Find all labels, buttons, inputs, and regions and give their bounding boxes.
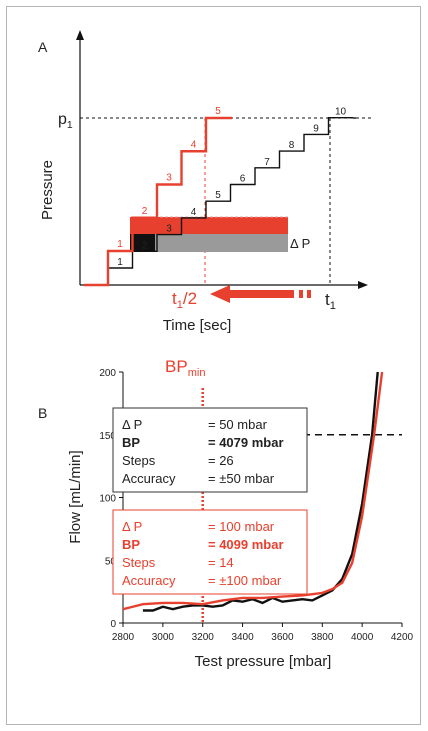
panel-a-red-step-label: 4 xyxy=(191,139,197,150)
panel-b-box-black-value: = 26 xyxy=(208,453,234,468)
panel-a-ylabel: Pressure xyxy=(39,160,56,220)
panel-b-x-tick-label: 4200 xyxy=(391,632,414,643)
panel-a-delta-red-bar xyxy=(130,217,288,234)
panel-b-x-tick-label: 3200 xyxy=(192,632,215,643)
panel-b-y-tick-label: 100 xyxy=(99,494,116,505)
panel-a-black-step-label: 3 xyxy=(166,224,172,235)
panel-a-xlabel: Time [sec] xyxy=(163,317,232,334)
panel-b-x-tick-label: 3000 xyxy=(152,632,175,643)
panel-a-black-staircase xyxy=(107,117,353,285)
panel-b-x-tick-label: 2800 xyxy=(112,632,135,643)
panel-a-arrow-shaft xyxy=(230,290,294,298)
panel-b-box-red-value: = 100 mbar xyxy=(208,519,275,534)
panel-a-black-step-label: 5 xyxy=(215,190,221,201)
panel-a-red-step-label: 1 xyxy=(117,239,123,250)
panel-a-y-arrow xyxy=(76,30,84,40)
panel-a-arrow-dash-2 xyxy=(307,290,311,298)
panel-a-half-label: t1/2 xyxy=(172,289,197,311)
panel-a-delta-dark-bar xyxy=(130,234,155,252)
panel-a-black-step-label: 10 xyxy=(335,107,347,118)
panel-b-box-red-key: Δ P xyxy=(122,519,142,534)
panel-a-red-step-label: 2 xyxy=(142,206,148,217)
panel-a-red-step-label: 5 xyxy=(215,106,221,117)
panel-b-box-black-key: BP xyxy=(122,435,140,450)
panel-b-box-black-value: = ±50 mbar xyxy=(208,471,275,486)
figure-frame xyxy=(6,6,421,725)
panel-a-black-step-label: 4 xyxy=(191,207,197,218)
panel-a-delta-label: Δ P xyxy=(290,236,310,251)
panel-a-black-step-label: 7 xyxy=(264,157,270,168)
panel-a-p1-label: p1 xyxy=(58,111,73,131)
panel-a-arrow-dash-1 xyxy=(299,290,303,298)
panel-b-box-black-key: Accuracy xyxy=(122,471,176,486)
panel-a-red-staircase xyxy=(84,116,232,287)
panel-b-label: B xyxy=(38,405,47,421)
panel-b-box-red-value: = 4099 mbar xyxy=(208,537,284,552)
panel-b-x-tick-label: 3800 xyxy=(311,632,334,643)
panel-a-red-step-label: 3 xyxy=(166,173,172,184)
panel-b-box-black-key: Δ P xyxy=(122,417,142,432)
panel-a-arrow-head xyxy=(210,285,230,303)
panel-b-box-black xyxy=(112,407,308,493)
panel-a-black-step-label: 6 xyxy=(240,174,246,185)
panel-b-box-red-key: Accuracy xyxy=(122,573,176,588)
panel-b-y-tick-label: 0 xyxy=(110,619,116,630)
panel-b-x-tick-label: 3600 xyxy=(271,632,294,643)
panel-b-y-tick-label: 150 xyxy=(99,431,116,442)
panel-b-box-red-value: = 14 xyxy=(208,555,234,570)
panel-b-box-red xyxy=(112,509,308,595)
panel-b-bpmin-label: BPmin xyxy=(165,357,206,379)
panel-b-box-red-key: Steps xyxy=(122,555,156,570)
panel-b-box-black-key: Steps xyxy=(122,453,156,468)
panel-b-box-red-key: BP xyxy=(122,537,140,552)
panel-b-xlabel: Test pressure [mbar] xyxy=(195,653,332,670)
panel-b-series-black xyxy=(142,371,379,612)
panel-a-black-step-label: 2 xyxy=(142,240,148,251)
panel-b-box-black-value: = 4079 mbar xyxy=(208,435,284,450)
panel-b-y-tick-label: 200 xyxy=(99,368,116,379)
panel-b-ylabel: Flow [mL/min] xyxy=(67,450,84,543)
panel-a-black-step-label: 1 xyxy=(117,257,123,268)
panel-a-x-arrow xyxy=(358,281,368,289)
panel-b-box-red-value: = ±100 mbar xyxy=(208,573,282,588)
panel-a-black-step-label: 9 xyxy=(313,123,319,134)
panel-b-x-tick-label: 4000 xyxy=(351,632,374,643)
panel-a-label: A xyxy=(38,39,48,55)
panel-b-y-tick-label: 50 xyxy=(105,556,117,567)
panel-b-x-tick-label: 3400 xyxy=(231,632,254,643)
panel-b-series-red xyxy=(122,371,384,611)
panel-b-box-black-value: = 50 mbar xyxy=(208,417,268,432)
panel-a-delta-grey-bar xyxy=(155,234,288,252)
panel-a-t1-label: t1 xyxy=(325,290,336,312)
panel-a-black-step-label: 8 xyxy=(289,140,295,151)
